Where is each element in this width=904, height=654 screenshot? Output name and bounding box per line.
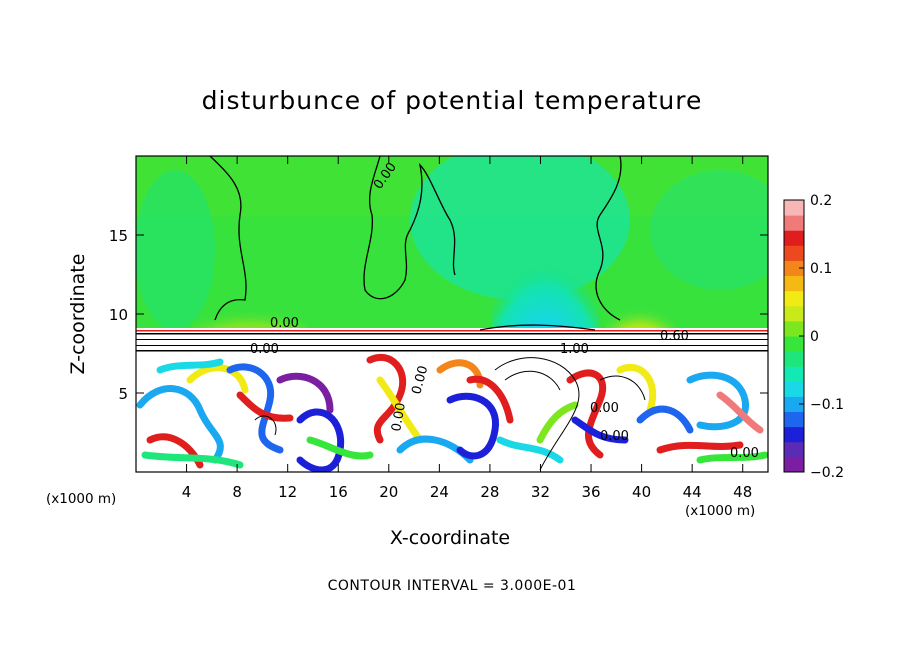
chart-title: disturbunce of potential temperature	[201, 86, 703, 115]
colorbar-swatch-12	[784, 275, 804, 292]
contour-labels: 0.000.000.000.601.000.000.00 0.000.000.00	[250, 160, 759, 461]
colorbar-swatch-3	[784, 411, 804, 428]
contour-label-8: 0.00	[600, 429, 629, 444]
contour-label-6: 0.00	[389, 402, 409, 433]
interface-line-e	[136, 350, 768, 352]
heatmap-field	[136, 156, 768, 472]
lower-contours	[254, 357, 646, 471]
x-tick-label-5: 24	[430, 483, 449, 501]
y-tick-label-1: 10	[109, 306, 128, 324]
colorbar-swatch-6	[784, 366, 804, 382]
y-axis-label: Z-coordinate	[67, 253, 89, 375]
x-tick-label-0: 4	[182, 483, 192, 501]
colorbar-swatch-4	[784, 396, 804, 413]
colorbar-frame	[783, 199, 805, 473]
contour-label-7: 0.00	[590, 401, 619, 416]
colorbar-swatch-2	[784, 426, 804, 443]
interface-line-c	[136, 339, 768, 340]
x-tick-label-11: 48	[733, 483, 752, 501]
colorbar-tick-label-2: 0	[810, 329, 819, 345]
colorbar-swatch-7	[784, 351, 804, 367]
x-tick-label-2: 12	[278, 483, 297, 501]
colorbar: 0.2 0.1 0 −0.1 −0.2	[784, 193, 844, 481]
colorbar-swatch-5	[784, 381, 804, 397]
colorbar-swatch-8	[784, 336, 804, 352]
x-tick-label-9: 40	[632, 483, 651, 501]
x-tick-label-4: 20	[379, 483, 398, 501]
interface-line-d	[136, 345, 768, 346]
contour-label-5: 0.00	[409, 364, 431, 396]
contour-label-4: 1.00	[560, 342, 589, 357]
colorbar-tick-label-3: −0.1	[810, 397, 844, 413]
x-unit-left: (x1000 m)	[46, 491, 117, 507]
x-tick-label-7: 32	[531, 483, 550, 501]
colorbar-swatch-16	[784, 215, 804, 231]
region-cool-left	[136, 170, 215, 330]
contour-label-2: 0.00	[250, 342, 279, 357]
contour-label-1: 0.00	[270, 316, 299, 331]
x-tick-label-6: 28	[480, 483, 499, 501]
y-tick-label-0: 5	[118, 385, 128, 403]
x-tick-label-3: 16	[329, 483, 348, 501]
x-tick-label-8: 36	[581, 483, 600, 501]
y-axis: 5 10 15	[109, 227, 768, 403]
x-unit-right: (x1000 m)	[685, 503, 756, 519]
colorbar-tick-label-0: 0.2	[810, 193, 832, 209]
x-axis-label: X-coordinate	[389, 527, 511, 549]
x-axis: 4 8 12 16 20 24 28 32 36 40 44 48	[182, 156, 752, 501]
interface-line-a	[136, 330, 768, 332]
x-tick-label-1: 8	[232, 483, 242, 501]
x-tick-label-10: 44	[683, 483, 702, 501]
colorbar-swatch-11	[784, 290, 804, 307]
colorbar-swatch-1	[784, 441, 804, 458]
colorbar-swatch-17	[784, 200, 804, 216]
colorbar-swatch-9	[784, 320, 804, 337]
colorbar-swatch-10	[784, 305, 804, 322]
contour-label-9: 0.00	[730, 446, 759, 461]
colorbar-swatch-14	[784, 245, 804, 261]
colorbar-tick-label-1: 0.1	[810, 261, 832, 277]
colorbar-swatch-0	[784, 456, 804, 473]
lower-eddies	[136, 354, 768, 472]
contour-label-3: 0.60	[660, 329, 689, 344]
contour-interval-note: CONTOUR INTERVAL = 3.000E-01	[327, 578, 577, 594]
y-tick-label-2: 15	[109, 227, 128, 245]
colorbar-tick-label-4: −0.2	[810, 465, 844, 481]
interface-line-b	[136, 333, 768, 335]
colorbar-swatch-13	[784, 260, 804, 277]
upper-contours	[209, 156, 622, 331]
colorbar-swatch-15	[784, 230, 804, 246]
region-cool-right	[650, 170, 768, 290]
